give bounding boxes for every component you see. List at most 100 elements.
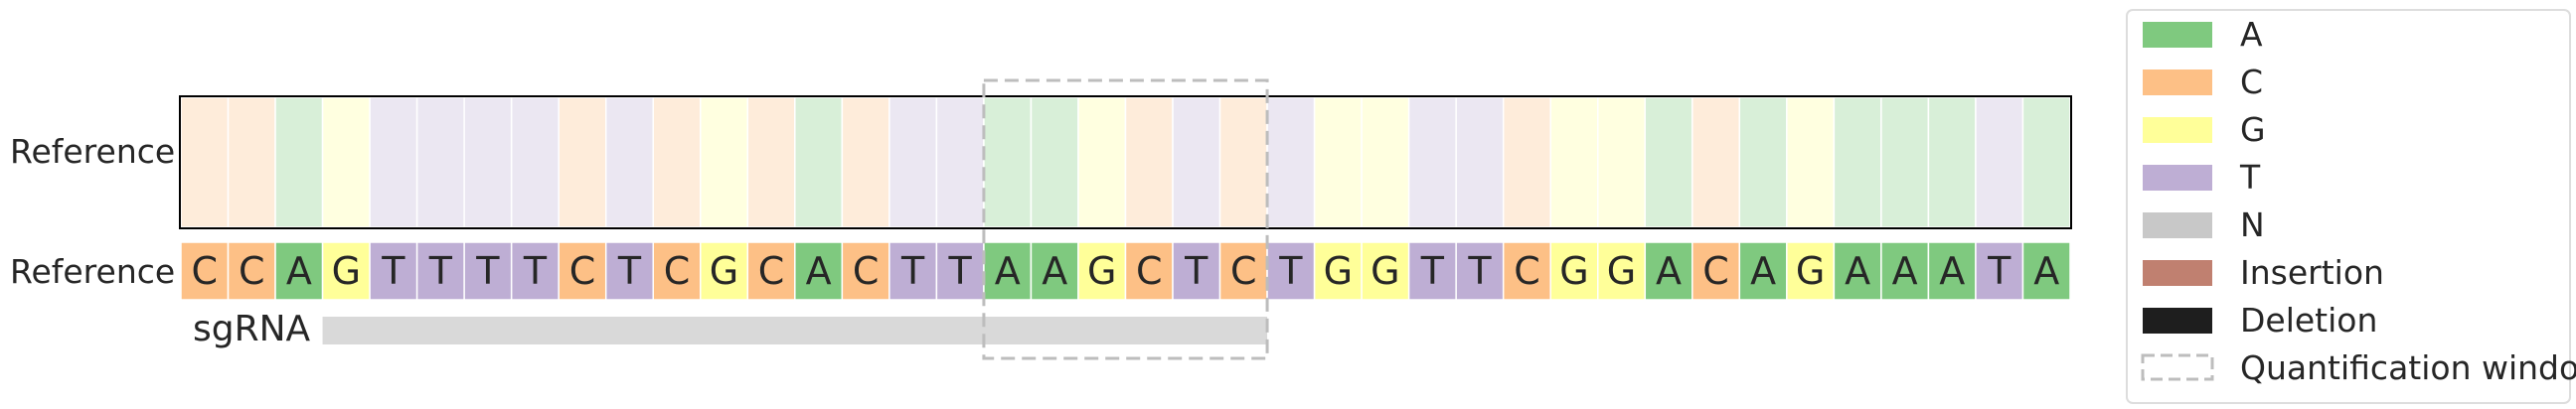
nucleotide-cell xyxy=(1455,241,1505,301)
nucleotide-cell xyxy=(1218,241,1268,301)
nucleotide-cell xyxy=(1124,241,1174,301)
heatmap-cell xyxy=(1218,96,1268,228)
nucleotide-label: C xyxy=(191,249,218,293)
nucleotide-cell xyxy=(1030,241,1079,301)
nucleotide-cell xyxy=(1975,241,2024,301)
heatmap-cell xyxy=(321,96,371,228)
nucleotide-label: G xyxy=(1559,249,1588,293)
heatmap-cell xyxy=(369,96,418,228)
nucleotide-label: T xyxy=(1987,249,2012,293)
heatmap-cell xyxy=(227,96,276,228)
legend-label-t: T xyxy=(2239,158,2261,197)
nucleotide-label: A xyxy=(1845,249,1870,293)
nucleotide-label: A xyxy=(806,249,832,293)
legend-label-a: A xyxy=(2240,15,2263,54)
quantification-window-box xyxy=(982,78,1269,360)
nucleotide-label: G xyxy=(1796,249,1825,293)
nucleotide-cell xyxy=(1172,241,1221,301)
heatmap-cell xyxy=(1077,96,1127,228)
heatmap-cell xyxy=(700,96,749,228)
heatmap-cell xyxy=(794,96,844,228)
nucleotide-cell xyxy=(2021,241,2071,301)
legend-label-window: Quantification window xyxy=(2240,348,2576,387)
legend-frame xyxy=(2126,9,2571,404)
nucleotide-cell xyxy=(604,241,654,301)
heatmap-cell xyxy=(1833,96,1882,228)
heatmap-cell xyxy=(841,96,890,228)
nucleotide-cell xyxy=(700,241,749,301)
nucleotide-label: C xyxy=(1136,249,1163,293)
nucleotide-label: T xyxy=(617,249,642,293)
nucleotide-cell xyxy=(1549,241,1599,301)
row-label-top: Reference xyxy=(10,132,175,171)
nucleotide-label: G xyxy=(1324,249,1353,293)
reference-heatmap-row xyxy=(180,96,2071,228)
nucleotide-cell xyxy=(1077,241,1127,301)
nucleotide-label: A xyxy=(1750,249,1776,293)
heatmap-cell xyxy=(1124,96,1174,228)
nucleotide-label: C xyxy=(1230,249,1257,293)
nucleotide-label: C xyxy=(664,249,691,293)
legend-label-n: N xyxy=(2240,205,2265,244)
heatmap-cell xyxy=(935,96,985,228)
nucleotide-label: A xyxy=(2033,249,2059,293)
nucleotide-label: G xyxy=(332,249,361,293)
heatmap-frame xyxy=(179,95,2072,229)
nucleotide-cell xyxy=(746,241,796,301)
nucleotide-label: C xyxy=(758,249,785,293)
nucleotide-cell xyxy=(983,241,1033,301)
heatmap-cell xyxy=(1030,96,1079,228)
heatmap-cell xyxy=(1691,96,1741,228)
nucleotide-label: G xyxy=(710,249,738,293)
heatmap-cell xyxy=(1644,96,1693,228)
nucleotide-label: T xyxy=(1278,249,1303,293)
nucleotide-label: A xyxy=(1892,249,1918,293)
heatmap-cell xyxy=(1407,96,1457,228)
nucleotide-label: A xyxy=(286,249,312,293)
nucleotide-cell xyxy=(1361,241,1410,301)
nucleotide-cell xyxy=(888,241,938,301)
heatmap-cell xyxy=(463,96,513,228)
legend-label-g: G xyxy=(2240,110,2266,149)
heatmap-cell xyxy=(1172,96,1221,228)
heatmap-cell xyxy=(1975,96,2024,228)
nucleotide-label: T xyxy=(1467,249,1492,293)
nucleotide-label: C xyxy=(1702,249,1729,293)
nucleotide-label: T xyxy=(1184,249,1208,293)
heatmap-cell xyxy=(1786,96,1836,228)
heatmap-cell xyxy=(1502,96,1551,228)
nucleotide-label: T xyxy=(381,249,405,293)
nucleotide-label: T xyxy=(523,249,548,293)
nucleotide-label: T xyxy=(948,249,973,293)
sgrna-bar xyxy=(322,317,1268,344)
legend-swatch-t xyxy=(2143,165,2212,191)
legend-label-insertion: Insertion xyxy=(2240,253,2384,292)
nucleotide-cell xyxy=(321,241,371,301)
heatmap-cell xyxy=(983,96,1033,228)
heatmap-cell xyxy=(1927,96,1977,228)
nucleotide-label: C xyxy=(853,249,880,293)
heatmap-cell xyxy=(415,96,465,228)
legend-swatch-window xyxy=(2141,353,2214,381)
nucleotide-label: A xyxy=(1042,249,1067,293)
nucleotide-label: T xyxy=(1420,249,1445,293)
heatmap-cell xyxy=(652,96,702,228)
nucleotide-label: T xyxy=(900,249,925,293)
nucleotide-cell xyxy=(652,241,702,301)
legend-swatch-n xyxy=(2143,212,2212,238)
legend-label-c: C xyxy=(2240,63,2263,101)
heatmap-cell xyxy=(2021,96,2071,228)
heatmap-cell xyxy=(1597,96,1647,228)
heatmap-cell xyxy=(604,96,654,228)
heatmap-cell xyxy=(274,96,324,228)
row-label-sequence: Reference xyxy=(10,252,175,291)
nucleotide-cell xyxy=(510,241,560,301)
nucleotide-label: T xyxy=(428,249,453,293)
nucleotide-label: C xyxy=(239,249,265,293)
nucleotide-cell xyxy=(369,241,418,301)
nucleotide-cell xyxy=(415,241,465,301)
heatmap-cell xyxy=(746,96,796,228)
